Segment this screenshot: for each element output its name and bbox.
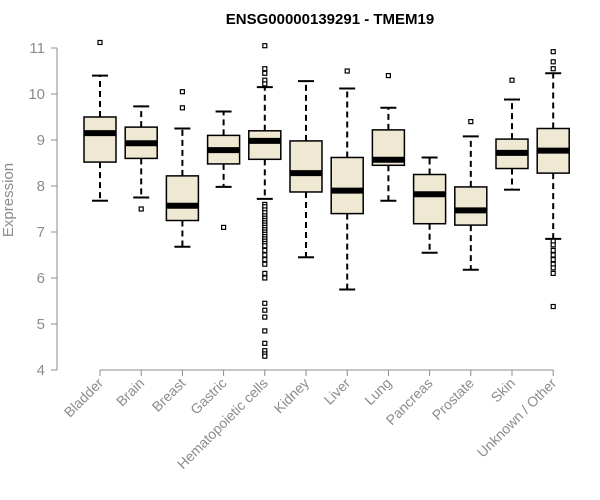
box-unknown-other bbox=[536, 49, 570, 310]
box-series bbox=[83, 39, 570, 359]
outlier-point bbox=[550, 66, 556, 72]
outlier-point bbox=[262, 252, 268, 258]
box-gastric bbox=[206, 110, 241, 230]
y-axis-label: Expression bbox=[0, 163, 17, 237]
y-tick-label: 6 bbox=[37, 270, 45, 287]
y-tick-label: 9 bbox=[37, 132, 45, 149]
box-kidney bbox=[289, 80, 323, 259]
outlier-point bbox=[262, 70, 268, 76]
outlier-point bbox=[262, 257, 268, 263]
iqr-box bbox=[454, 186, 488, 226]
outlier-point bbox=[262, 270, 268, 276]
chart-title: ENSG00000139291 - TMEM19 bbox=[226, 11, 434, 28]
x-tick-label: Liver bbox=[321, 375, 354, 408]
outlier-point bbox=[509, 77, 515, 83]
outlier-point bbox=[468, 118, 474, 125]
box-hematopoietic-cells bbox=[248, 43, 282, 359]
y-tick-label: 8 bbox=[37, 178, 45, 195]
outlier-point bbox=[262, 328, 268, 334]
outlier-point bbox=[262, 307, 268, 313]
outlier-point bbox=[179, 89, 185, 95]
outlier-point bbox=[262, 314, 268, 320]
box-pancreas bbox=[412, 156, 447, 254]
iqr-box bbox=[248, 130, 282, 161]
outlier-point bbox=[262, 66, 268, 72]
outlier-point bbox=[262, 247, 268, 253]
outlier-point bbox=[138, 206, 144, 212]
iqr-box bbox=[289, 140, 323, 193]
outlier-point bbox=[262, 43, 268, 49]
outlier-point bbox=[550, 270, 556, 276]
outlier-point bbox=[550, 303, 556, 310]
y-tick-label: 5 bbox=[37, 316, 45, 333]
outlier-point bbox=[262, 275, 268, 281]
x-tick-label: Prostate bbox=[429, 375, 477, 423]
outlier-point bbox=[179, 105, 185, 111]
y-tick-label: 4 bbox=[37, 362, 45, 379]
outlier-point bbox=[550, 242, 556, 248]
outlier-point bbox=[262, 300, 268, 306]
box-liver bbox=[330, 68, 364, 291]
x-tick-label: Bladder bbox=[61, 375, 107, 421]
x-tick-label: Breast bbox=[149, 375, 189, 415]
outlier-point bbox=[262, 261, 268, 267]
iqr-box bbox=[83, 116, 117, 163]
box-breast bbox=[165, 89, 200, 248]
x-tick-label: Skin bbox=[488, 375, 519, 406]
box-brain bbox=[124, 105, 158, 212]
outlier-point bbox=[550, 59, 556, 65]
outlier-point bbox=[550, 49, 556, 55]
y-tick-label: 10 bbox=[28, 86, 45, 103]
outlier-point bbox=[385, 72, 391, 79]
outlier-point bbox=[262, 81, 268, 87]
outlier-point bbox=[262, 340, 268, 346]
outlier-point bbox=[550, 265, 556, 271]
x-tick-label: Lung bbox=[361, 375, 394, 408]
outlier-point bbox=[550, 252, 556, 258]
outlier-point bbox=[221, 224, 227, 230]
y-tick-label: 11 bbox=[29, 40, 45, 57]
y-tick-label: 7 bbox=[37, 224, 45, 241]
outlier-point bbox=[550, 257, 556, 263]
box-lung bbox=[371, 72, 406, 202]
y-axis: 4 5 6 7 8 9 10 11 bbox=[28, 40, 58, 379]
outlier-point bbox=[344, 68, 350, 74]
outlier-point bbox=[97, 39, 103, 46]
box-bladder bbox=[83, 39, 117, 202]
outlier-point bbox=[262, 353, 268, 359]
x-tick-label: Brain bbox=[113, 375, 147, 409]
outlier-point bbox=[550, 247, 556, 253]
iqr-box bbox=[330, 156, 364, 215]
x-tick-label: Kidney bbox=[271, 375, 313, 417]
outlier-point bbox=[262, 243, 268, 249]
box-prostate bbox=[454, 118, 488, 271]
box-skin bbox=[495, 77, 529, 191]
iqr-box bbox=[165, 175, 200, 222]
iqr-box bbox=[412, 173, 447, 225]
